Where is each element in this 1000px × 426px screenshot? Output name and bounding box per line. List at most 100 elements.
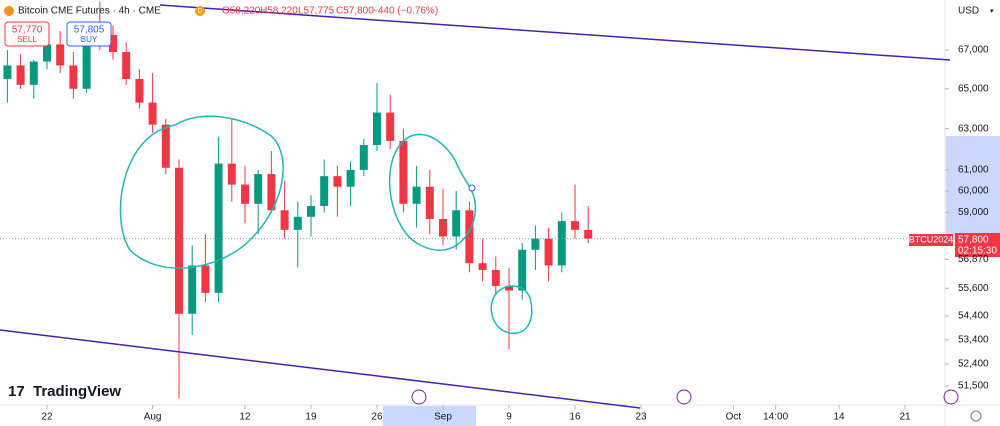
y-tick-label: 54,400: [958, 311, 989, 322]
y-tick-label: 65,000: [958, 83, 989, 94]
x-tick-label: 26: [371, 412, 383, 423]
axis-selection: [383, 406, 476, 426]
candle-body: [504, 285, 513, 291]
y-tick-label: 56,870: [958, 254, 989, 265]
y-tick-label: 67,000: [958, 45, 989, 56]
candle-body: [280, 210, 289, 230]
candle-body: [491, 269, 500, 286]
buy-label: BUY: [81, 35, 98, 44]
candle-body: [161, 124, 170, 168]
event-icon[interactable]: [411, 389, 427, 405]
x-tick-label: Aug: [144, 412, 162, 423]
candle-body: [254, 174, 263, 204]
circle-drawing: [119, 115, 284, 269]
ticker-tag: [909, 234, 953, 246]
ohlc-close: C57,800: [336, 6, 374, 17]
candles: [3, 1, 593, 399]
buy-button[interactable]: [66, 21, 112, 47]
candle-body: [108, 34, 117, 52]
candle-body: [29, 61, 38, 85]
y-tick-label: 51,500: [958, 381, 989, 392]
buy-price: 57,805: [74, 25, 105, 36]
candle-body: [188, 265, 197, 314]
candle-body: [267, 174, 276, 211]
candle-body: [570, 221, 579, 230]
candle-body: [148, 102, 157, 125]
price-tag: [955, 233, 1000, 257]
ohlc-open: O58,220: [222, 6, 261, 17]
x-tick-label: 23: [635, 412, 647, 423]
settings-icon[interactable]: [970, 410, 982, 422]
candle-body: [386, 112, 395, 141]
candle-body: [69, 65, 78, 89]
y-tick-label: 59,000: [958, 207, 989, 218]
x-tick-label: 14:00: [763, 412, 788, 423]
x-tick-label: 16: [569, 412, 581, 423]
event-icon[interactable]: [676, 389, 692, 405]
symbol[interactable]: Bitcoin CME Futures · 4h · CME: [18, 6, 161, 17]
badge-text: D: [197, 8, 202, 15]
logo: TradingView: [33, 383, 121, 400]
y-tick-label: 61,000: [958, 165, 989, 176]
x-tick-label: 12: [239, 412, 251, 423]
badge: [195, 6, 205, 16]
y-tick-label: 52,400: [958, 359, 989, 370]
currency[interactable]: USD: [958, 6, 979, 17]
candle-body: [122, 51, 131, 79]
trend-line: [159, 4, 951, 61]
trend-line: [0, 329, 641, 409]
x-tick-label: 9: [506, 412, 512, 423]
x-tick-label: 21: [899, 412, 911, 423]
candle-body: [42, 44, 51, 62]
y-tick-label: 63,000: [958, 123, 989, 134]
drawing-handle[interactable]: [468, 184, 476, 192]
candle-body: [82, 27, 91, 89]
candle-body: [201, 265, 210, 293]
candle-body: [320, 176, 329, 206]
candle-body: [346, 169, 355, 187]
candle-body: [56, 44, 65, 66]
price: 57,800: [958, 235, 989, 246]
candle-body: [240, 184, 249, 204]
event-icon[interactable]: [943, 389, 959, 405]
ohlc-high: H58,220: [260, 6, 298, 17]
sell-button[interactable]: [4, 21, 50, 47]
ohlc-low: L57,775: [298, 6, 335, 17]
candle-body: [293, 216, 302, 230]
candle-body: [544, 238, 553, 266]
circle-drawing: [388, 133, 477, 251]
candle-body: [333, 176, 342, 187]
logo-icon: 17: [8, 383, 25, 400]
candle-body: [478, 263, 487, 270]
y-tick-label: 53,400: [958, 334, 989, 345]
countdown: 02:15:30: [958, 246, 997, 257]
x-tick-label: 19: [305, 412, 317, 423]
candle-body: [399, 140, 408, 204]
candle-body: [3, 65, 12, 79]
sell-price: 57,770: [12, 25, 43, 36]
candle-body: [412, 186, 421, 204]
candle-body: [557, 221, 566, 266]
candle-body: [174, 167, 183, 314]
candle-body: [518, 249, 527, 291]
circle-drawing: [490, 285, 533, 334]
candle-body: [465, 210, 474, 264]
candle-body: [359, 144, 368, 170]
symbol-icon: [4, 6, 14, 16]
x-tick-label: Oct: [726, 412, 742, 423]
candle-body: [372, 112, 381, 145]
y-tick-label: 55,600: [958, 283, 989, 294]
x-tick-label: 14: [833, 412, 845, 423]
candle-body: [584, 229, 593, 239]
ticker: BTCU2024: [909, 234, 954, 244]
ohlc-change: −440 (−0.76%): [372, 6, 438, 17]
candle-body: [452, 210, 461, 237]
candle-body: [425, 186, 434, 219]
candle-body: [214, 163, 223, 293]
axis-selection: [946, 136, 1000, 240]
x-tick-label: Sep: [434, 412, 452, 423]
y-tick-label: 60,000: [958, 186, 989, 197]
candle-body: [16, 65, 25, 85]
